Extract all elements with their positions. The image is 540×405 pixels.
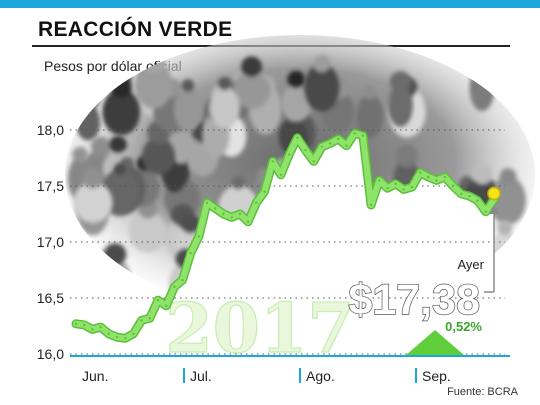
data-point	[435, 179, 438, 182]
data-point	[222, 212, 225, 216]
crowd-figure	[304, 54, 340, 112]
series-line	[73, 130, 497, 342]
data-point	[312, 160, 315, 163]
data-point	[337, 137, 340, 141]
data-point	[271, 160, 274, 163]
data-point	[197, 235, 201, 238]
crowd-figure	[75, 86, 101, 141]
data-points	[74, 132, 496, 340]
data-point	[99, 325, 102, 329]
y-tick-label: 17,5	[37, 178, 64, 194]
data-point	[287, 153, 291, 156]
y-tick-label: 17,0	[37, 234, 64, 250]
data-point	[115, 336, 119, 339]
data-point	[156, 299, 160, 302]
callout-group: Ayer $17,38 0,52%	[348, 205, 499, 355]
x-tick-label: Sep.	[422, 368, 451, 384]
crowd-figure	[173, 79, 203, 132]
data-point	[386, 187, 389, 190]
latest-value-marker	[487, 186, 501, 201]
crowd-figure	[280, 70, 312, 122]
data-point	[140, 319, 143, 322]
gridlines	[70, 129, 505, 355]
data-point	[320, 145, 324, 148]
data-point	[148, 317, 151, 320]
data-point	[353, 132, 356, 135]
data-point	[443, 175, 446, 179]
data-point	[419, 171, 422, 174]
data-point	[451, 184, 455, 188]
data-point	[345, 144, 348, 147]
crowd-figure	[74, 255, 105, 305]
data-point	[394, 182, 397, 185]
data-point	[238, 212, 242, 216]
y-tick-label: 16,5	[37, 290, 64, 306]
callout-leader-arrowhead	[489, 205, 499, 214]
data-point	[402, 188, 405, 191]
data-point	[484, 210, 487, 213]
data-point	[296, 136, 299, 139]
source-note: Fuente: BCRA	[447, 386, 518, 398]
data-point	[165, 304, 168, 307]
data-point	[427, 175, 430, 179]
crowd-figure	[134, 48, 173, 109]
data-point	[263, 190, 266, 193]
crowd-figure	[128, 198, 167, 253]
data-point	[74, 322, 78, 325]
data-point	[83, 323, 86, 327]
data-point	[91, 328, 94, 331]
data-point	[124, 337, 127, 340]
data-point	[369, 203, 373, 207]
callout-price: $17,38	[348, 276, 480, 324]
crowd-figure	[232, 56, 271, 109]
top-accent-bar	[0, 0, 540, 8]
crowd-figure	[73, 168, 113, 223]
y-tick-label: 18,0	[37, 122, 64, 138]
data-point	[378, 179, 381, 182]
data-point	[460, 192, 463, 195]
data-point	[468, 194, 471, 198]
data-point	[107, 332, 111, 335]
data-point	[205, 201, 209, 204]
up-arrow-icon	[406, 330, 464, 355]
chart-title: REACCIÓN VERDE	[38, 18, 233, 41]
crowd-figure	[489, 168, 527, 225]
y-tick-label: 16,0	[37, 346, 64, 362]
data-point	[255, 201, 258, 204]
data-point	[328, 142, 332, 145]
data-point	[279, 173, 283, 176]
crowd-figure	[209, 77, 241, 129]
data-point	[132, 332, 135, 335]
data-point	[304, 149, 307, 152]
data-point	[246, 220, 250, 223]
y-tick-labels: 16,0 16,5 17,0 17,5 18,0	[37, 122, 64, 362]
x-tick-label: Jul.	[190, 368, 212, 384]
crowd-figure	[356, 85, 384, 139]
data-point	[214, 207, 217, 210]
x-tick-labels: Jun. Jul. Ago. Sep.	[82, 368, 451, 384]
data-point	[230, 216, 233, 219]
callout-label: Ayer	[458, 257, 485, 272]
crowd-figure	[469, 54, 495, 112]
x-tick-label: Ago.	[306, 368, 335, 384]
data-point	[181, 278, 184, 282]
data-point	[476, 199, 479, 202]
data-point	[189, 252, 192, 255]
crowd-figure	[387, 71, 413, 127]
x-tick-label: Jun.	[82, 368, 108, 384]
data-point	[173, 285, 176, 288]
callout-change: 0,52%	[445, 319, 482, 334]
data-point	[361, 134, 365, 137]
data-point	[410, 185, 414, 189]
